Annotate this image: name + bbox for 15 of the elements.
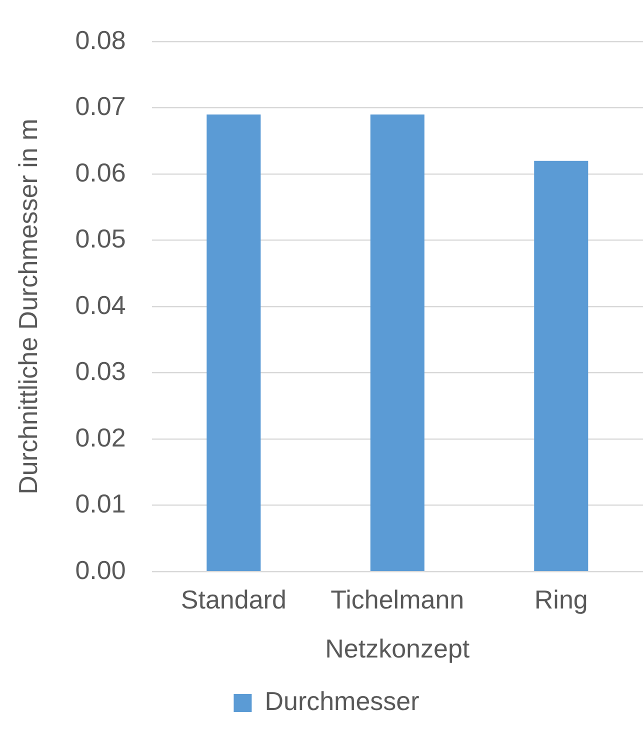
y-tick-label: 0.07	[75, 91, 126, 122]
x-tick-label: Tichelmann	[330, 584, 464, 614]
y-tick-label: 0.08	[75, 24, 126, 55]
y-tick-label: 0.01	[75, 488, 126, 519]
y-tick-label: 0.05	[75, 224, 126, 254]
y-tick-label: 0.02	[75, 422, 126, 452]
y-axis-title: Durchnittliche Durchmesser in m	[12, 118, 43, 494]
y-tick-label: 0.03	[75, 356, 126, 386]
y-tick-label: 0.00	[75, 554, 126, 585]
x-axis-title: Netzkonzept	[325, 634, 470, 664]
y-tick-label: 0.04	[75, 290, 126, 320]
legend-label: Durchmesser	[264, 686, 420, 716]
x-tick-label: Ring	[534, 584, 588, 614]
x-tick-label: Standard	[180, 584, 286, 614]
y-tick-label: 0.06	[75, 157, 126, 188]
